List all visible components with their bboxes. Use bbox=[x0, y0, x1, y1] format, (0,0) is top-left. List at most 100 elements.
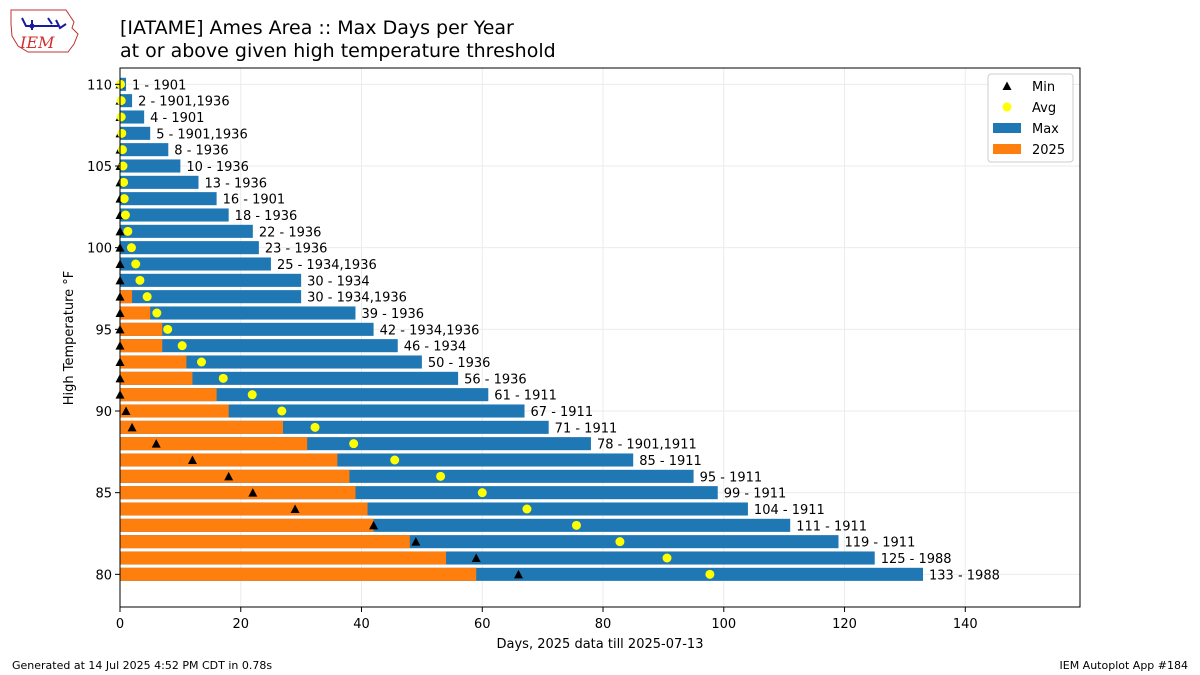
avg-marker bbox=[142, 292, 152, 302]
bar-value-label: 95 - 1911 bbox=[700, 470, 763, 485]
chart-subtitle: at or above given high temperature thres… bbox=[120, 40, 556, 62]
max-bar bbox=[120, 273, 302, 287]
min-marker bbox=[187, 455, 197, 464]
avg-marker bbox=[117, 128, 127, 138]
bar-value-label: 30 - 1934,1936 bbox=[307, 291, 407, 306]
y-tick-label: 80 bbox=[95, 568, 112, 583]
max-bar bbox=[120, 371, 459, 385]
bar-value-label: 125 - 1988 bbox=[881, 552, 952, 567]
x-tick-label: 40 bbox=[353, 617, 370, 632]
bar-value-label: 119 - 1911 bbox=[844, 536, 915, 551]
avg-marker bbox=[118, 161, 128, 171]
legend-bar-swatch bbox=[993, 123, 1021, 133]
avg-marker bbox=[163, 324, 173, 334]
bar-value-label: 23 - 1936 bbox=[265, 242, 328, 257]
y-tick-label: 90 bbox=[95, 405, 112, 420]
bar-value-label: 56 - 1936 bbox=[464, 372, 527, 387]
bar-value-label: 111 - 1911 bbox=[796, 519, 867, 534]
chart-title: [IATAME] Ames Area :: Max Days per Year bbox=[120, 17, 514, 39]
current-year-bar bbox=[120, 404, 229, 418]
avg-marker bbox=[131, 259, 141, 269]
avg-marker bbox=[571, 520, 581, 530]
iem-logo: IEM bbox=[8, 6, 80, 62]
current-year-bar bbox=[120, 306, 151, 320]
avg-marker bbox=[117, 145, 127, 155]
bar-value-label: 1 - 1901 bbox=[132, 78, 186, 93]
avg-marker bbox=[436, 471, 446, 481]
legend: Min Avg Max 2025 bbox=[987, 73, 1074, 163]
avg-marker bbox=[477, 488, 487, 498]
max-bar bbox=[120, 175, 199, 189]
max-bar bbox=[120, 192, 217, 206]
max-bar bbox=[120, 322, 374, 336]
legend-label: Min bbox=[1032, 80, 1055, 95]
avg-marker bbox=[177, 341, 187, 351]
min-marker bbox=[224, 471, 234, 481]
current-year-bar bbox=[120, 469, 350, 483]
max-bar bbox=[120, 339, 398, 353]
bar-value-label: 13 - 1936 bbox=[204, 176, 267, 191]
current-year-bar bbox=[120, 437, 308, 451]
bar-value-label: 85 - 1911 bbox=[639, 454, 702, 469]
current-year-bar bbox=[120, 453, 338, 467]
footer-generated: Generated at 14 Jul 2025 4:52 PM CDT in … bbox=[12, 659, 273, 672]
y-tick-label: 95 bbox=[95, 323, 112, 338]
current-year-bar bbox=[120, 486, 356, 500]
bar-value-label: 10 - 1936 bbox=[186, 160, 249, 175]
min-marker bbox=[151, 439, 161, 448]
x-tick-label: 60 bbox=[474, 617, 491, 632]
x-tick-label: 80 bbox=[595, 617, 612, 632]
bar-value-label: 78 - 1901,1911 bbox=[597, 438, 697, 453]
bar-value-label: 4 - 1901 bbox=[150, 111, 204, 126]
current-year-bar bbox=[120, 388, 217, 402]
min-marker bbox=[411, 537, 421, 546]
bar-value-label: 46 - 1934 bbox=[404, 340, 467, 355]
bars-layer bbox=[120, 77, 924, 581]
x-tick-label: 0 bbox=[116, 617, 124, 632]
x-tick-label: 20 bbox=[232, 617, 249, 632]
current-year-bar bbox=[120, 371, 193, 385]
plot-frame bbox=[119, 67, 1081, 608]
bar-value-label: 50 - 1936 bbox=[428, 356, 491, 371]
avg-marker bbox=[123, 226, 133, 236]
avg-marker bbox=[705, 569, 715, 579]
footer-app: IEM Autoplot App #184 bbox=[1059, 659, 1189, 672]
current-year-bar bbox=[120, 420, 284, 434]
avg-marker bbox=[126, 243, 136, 253]
max-bar bbox=[120, 159, 181, 173]
min-marker bbox=[369, 520, 379, 530]
min-marker bbox=[513, 569, 523, 579]
avg-marker bbox=[349, 439, 359, 449]
min-marker bbox=[471, 553, 481, 562]
max-bar bbox=[120, 257, 271, 271]
current-year-bar bbox=[120, 535, 410, 549]
weather-station-icon bbox=[21, 17, 67, 30]
avg-marker bbox=[522, 504, 532, 514]
avg-marker bbox=[116, 96, 126, 106]
y-tick-label: 105 bbox=[87, 160, 112, 175]
bar-value-label: 71 - 1911 bbox=[555, 421, 618, 436]
bar-value-label: 39 - 1936 bbox=[361, 307, 424, 322]
bar-value-label: 22 - 1936 bbox=[259, 225, 322, 240]
bar-value-label: 67 - 1911 bbox=[531, 405, 594, 420]
bar-value-label: 25 - 1934,1936 bbox=[277, 258, 377, 273]
min-marker bbox=[121, 406, 131, 415]
avg-marker bbox=[390, 455, 400, 465]
current-year-bar bbox=[120, 339, 163, 353]
y-tick-label: 85 bbox=[95, 487, 112, 502]
bar-value-label: 61 - 1911 bbox=[494, 389, 557, 404]
bar-value-label: 30 - 1934 bbox=[307, 274, 370, 289]
avg-marker bbox=[135, 275, 145, 285]
min-marker bbox=[127, 422, 137, 432]
x-tick-label: 100 bbox=[711, 617, 736, 632]
max-bar bbox=[120, 126, 151, 140]
avg-marker bbox=[615, 537, 625, 547]
bar-value-label: 99 - 1911 bbox=[724, 487, 787, 502]
current-year-bar bbox=[120, 502, 368, 516]
legend-label: Max bbox=[1032, 122, 1059, 137]
bar-value-label: 104 - 1911 bbox=[754, 503, 825, 518]
min-marker bbox=[248, 488, 258, 497]
current-year-bar bbox=[120, 322, 163, 336]
x-tick-label: 140 bbox=[953, 617, 978, 632]
